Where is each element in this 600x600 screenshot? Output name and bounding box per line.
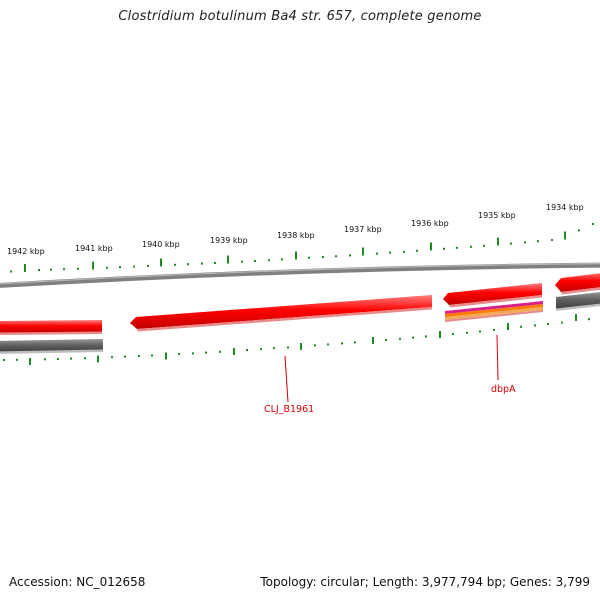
leader-line-clj-b1961 (284, 355, 289, 403)
scale-label: 1937 kbp (344, 225, 382, 234)
outer-scale-ticks (10, 223, 594, 273)
gene-arrow[interactable] (0, 320, 102, 333)
gene-arrow-dbpa-upper[interactable] (443, 283, 542, 305)
gene-label-dbpa[interactable]: dbpA (491, 384, 516, 395)
genome-stats-text: Topology: circular; Length: 3,977,794 bp… (260, 575, 590, 589)
grey-feature-bars (0, 292, 600, 354)
scale-label: 1936 kbp (411, 219, 449, 228)
genome-backbone-outer (0, 262, 600, 288)
gene-label-clj-b1961[interactable]: CLJ_B1961 (264, 404, 314, 415)
scale-label: 1941 kbp (75, 244, 113, 253)
scale-label: 1942 kbp (7, 247, 45, 256)
scale-label: 1938 kbp (277, 231, 315, 240)
dbpa-feature-bands (445, 301, 543, 322)
scale-label: 1934 kbp (546, 203, 584, 212)
inner-scale-ticks (3, 314, 590, 365)
scale-label: 1940 kbp (142, 240, 180, 249)
accession-text: Accession: NC_012658 (9, 575, 146, 589)
genome-title: Clostridium botulinum Ba4 str. 657, comp… (118, 9, 482, 24)
gene-arrow-clj-b1961[interactable] (130, 295, 432, 329)
scale-labels: 1942 kbp 1941 kbp 1940 kbp 1939 kbp 1938… (7, 203, 584, 256)
scale-label: 1939 kbp (210, 236, 248, 245)
gene-arrow[interactable] (555, 272, 600, 292)
leader-line-dbpa (496, 334, 499, 381)
forward-strand-genes (0, 272, 600, 335)
scale-label: 1935 kbp (478, 211, 516, 220)
